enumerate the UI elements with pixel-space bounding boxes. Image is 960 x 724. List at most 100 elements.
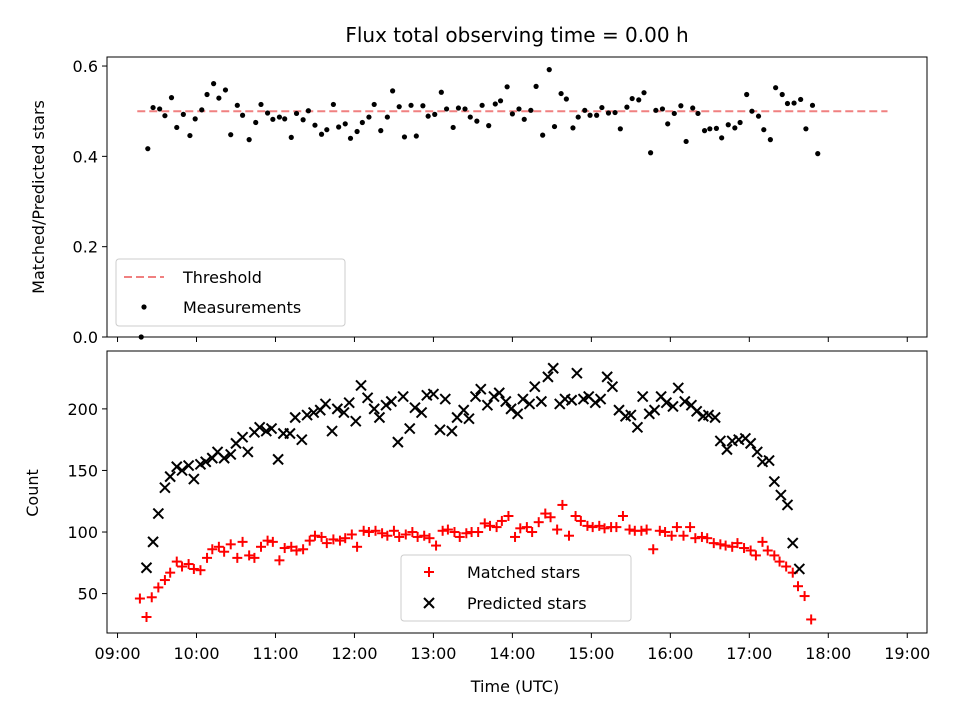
matched-star-point [611, 522, 622, 533]
measurement-point [509, 111, 515, 117]
matched-star-point [527, 527, 538, 538]
predicted-star-point [517, 393, 529, 405]
predicted-star-point [565, 394, 578, 406]
matched-star-point [195, 565, 206, 576]
predicted-star-point [523, 398, 536, 410]
predicted-star-point [140, 562, 153, 574]
matched-star-point [146, 592, 157, 603]
predicted-star-point [589, 397, 602, 409]
measurement-point [665, 121, 671, 127]
matched-star-point [153, 582, 164, 593]
matched-star-point [648, 544, 659, 555]
measurement-point [371, 101, 377, 108]
matched-star-point [244, 550, 255, 561]
measurement-point [390, 88, 396, 94]
predicted-star-point [385, 395, 398, 408]
measurement-point [504, 84, 510, 90]
measurement-point [199, 107, 205, 113]
measurement-point [239, 112, 246, 118]
measurement-point [678, 103, 684, 109]
predicted-star-point [409, 401, 421, 414]
measurement-point [162, 113, 168, 119]
measurement-point [366, 114, 372, 120]
matched-star-point [262, 535, 273, 546]
legend-measurements-label: Measurements [183, 298, 301, 317]
measurement-point [732, 125, 738, 131]
measurement-point [347, 135, 354, 141]
measurement-point [779, 91, 785, 98]
predicted-star-point [535, 395, 548, 408]
measurement-point [558, 90, 564, 97]
predicted-star-point [648, 404, 661, 416]
x-axis-label: Time (UTC) [470, 677, 559, 696]
measurement-point [570, 125, 576, 131]
measurement-point [617, 126, 623, 132]
measurement-point [384, 114, 390, 120]
matched-star-point [515, 523, 526, 534]
predicted-star-point [672, 382, 684, 394]
legend-predicted-label: Predicted stars [467, 594, 587, 613]
predicted-star-point [625, 409, 637, 421]
matched-star-point [552, 524, 563, 535]
matched-star-point [328, 534, 339, 545]
predicted-star-point [331, 403, 344, 415]
ratio-axes-frame [106, 56, 928, 338]
measurement-point [803, 126, 809, 132]
matched-star-point [141, 611, 152, 622]
measurement-point [145, 146, 151, 152]
count-x-tick-label: 12:00 [331, 644, 377, 663]
measurement-point [582, 107, 588, 113]
matched-star-point [232, 552, 243, 563]
matched-star-point [793, 581, 804, 592]
measurement-point [629, 95, 635, 102]
predicted-star-point [744, 437, 757, 450]
matched-star-point [377, 528, 388, 539]
matched-star-point [346, 529, 357, 540]
matched-star-point [708, 538, 719, 549]
measurement-point [378, 128, 384, 134]
predicted-star-point [714, 435, 727, 447]
predicted-star-point [446, 425, 458, 437]
ratio-y-tick-label: 0.4 [73, 147, 98, 166]
matched-star-point [762, 545, 773, 556]
matched-star-point [479, 518, 490, 529]
matched-star-point [715, 539, 726, 550]
measurement-point [462, 106, 468, 112]
predicted-star-point [775, 489, 787, 501]
count-x-tick-label: 16:00 [647, 644, 693, 663]
matched-star-point [340, 533, 351, 544]
matched-star-point [750, 550, 761, 561]
predicted-star-point [307, 406, 320, 419]
matched-star-point [213, 541, 224, 552]
measurement-point [641, 90, 647, 96]
count-y-tick-label: 100 [67, 523, 98, 542]
predicted-star-point [631, 421, 644, 434]
predicted-star-point [176, 464, 188, 477]
matched-star-point [491, 522, 502, 533]
matched-star-point [685, 522, 696, 533]
measurement-point [450, 124, 456, 131]
predicted-star-point [182, 459, 195, 472]
measurement-point [157, 106, 163, 112]
matched-star-point [757, 536, 768, 547]
ratio-legend: Threshold Measurements [115, 258, 346, 327]
predicted-star-point [439, 393, 451, 405]
measurement-point [546, 67, 552, 73]
predicted-star-point [667, 400, 679, 413]
measurement-point [713, 125, 720, 131]
measurement-point [701, 128, 708, 134]
measurement-point [653, 107, 659, 113]
matched-star-point [769, 550, 780, 561]
matched-star-point [599, 523, 610, 534]
matched-star-point [309, 530, 320, 541]
predicted-star-point [787, 537, 799, 549]
measurement-point [354, 128, 360, 135]
predicted-star-point [326, 425, 338, 437]
predicted-star-point [265, 422, 278, 435]
measurement-point [180, 111, 186, 117]
measurement-point [455, 105, 462, 111]
matched-star-point [720, 540, 731, 551]
predicted-star-point [505, 403, 517, 415]
measurement-point [467, 114, 473, 120]
